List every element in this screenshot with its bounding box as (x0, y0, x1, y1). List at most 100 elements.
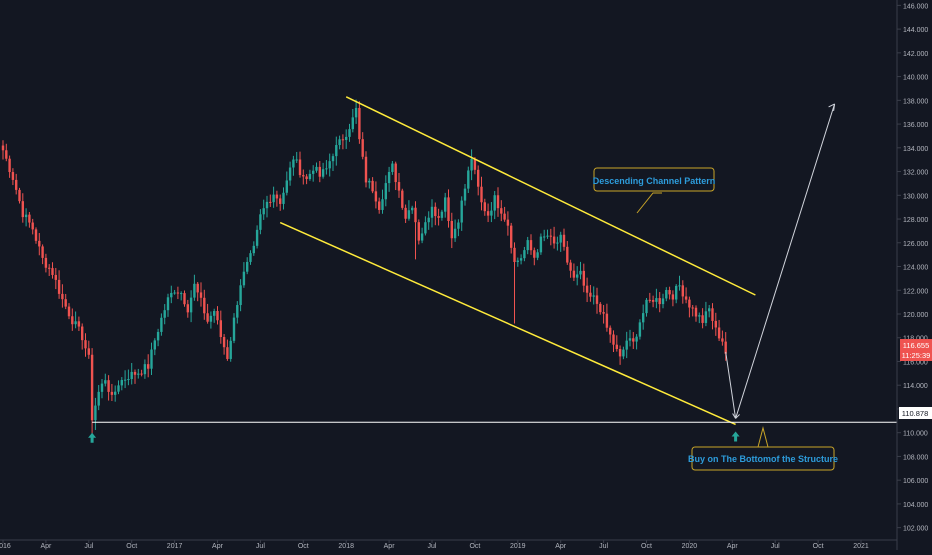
candle-body (437, 216, 440, 218)
candle-body (94, 405, 97, 421)
candle-body (684, 296, 688, 300)
candle-body (338, 139, 341, 146)
candle-body (226, 347, 229, 359)
y-tick-label: 120.000 (903, 312, 928, 319)
candle-body (609, 327, 612, 335)
candle-body (381, 199, 384, 210)
candle-body (130, 371, 133, 380)
y-tick-label: 134.000 (903, 146, 928, 153)
candle-body (321, 169, 325, 177)
candle-body (64, 299, 67, 307)
candle-body (279, 198, 282, 204)
y-tick-label: 116.000 (903, 359, 928, 366)
candle-body (364, 156, 368, 183)
candle-body (54, 274, 57, 280)
candle-body (328, 161, 331, 169)
x-tick-label: Jul (771, 543, 780, 550)
candle-body (645, 299, 648, 314)
x-tick-label: Jul (599, 543, 608, 550)
candle-body (173, 292, 176, 294)
candle-body (28, 214, 31, 223)
candle-body (123, 379, 127, 381)
candle-body (543, 236, 546, 238)
candle-body (427, 217, 430, 223)
candle-body (104, 380, 107, 384)
x-tick-label: 2020 (682, 543, 698, 550)
y-tick-label: 114.000 (903, 383, 928, 390)
candle-body (8, 158, 11, 173)
candle-body (651, 300, 655, 302)
candle-body (467, 170, 470, 189)
y-tick-label: 136.000 (903, 122, 928, 129)
x-tick-label: Jul (84, 543, 93, 550)
candle-body (513, 247, 516, 262)
candle-body (97, 391, 100, 406)
candle-body (404, 207, 407, 219)
x-tick-label: 2018 (338, 543, 354, 550)
candle-body (90, 354, 94, 421)
candle-body (417, 222, 420, 241)
x-axis[interactable]: 2016 Apr Jul Oct 2017 Apr Jul Oct 2018 Apr Jul Oct 2… (0, 540, 869, 550)
candle-body (183, 293, 186, 305)
candle-body (599, 303, 602, 313)
candle-body (519, 258, 523, 261)
candle-body (269, 201, 272, 203)
candle-body (536, 252, 539, 258)
candle-body (711, 308, 714, 321)
candle-body (61, 293, 64, 300)
candle-body (618, 349, 622, 357)
x-tick-label: Apr (40, 543, 52, 550)
candle-body (262, 208, 265, 215)
candle-body (635, 336, 638, 342)
candle-body (473, 158, 477, 170)
candle-body (506, 219, 510, 226)
candle-body (576, 274, 579, 278)
candle-body (203, 297, 206, 314)
candle-body (170, 292, 173, 298)
y-axis[interactable]: 146.000 144.000 142.000 140.000 138.000 136.0… (897, 3, 928, 533)
support-tag-bg (899, 407, 932, 419)
candle-body (592, 295, 595, 297)
candle-body (288, 167, 292, 181)
candle-body (559, 234, 562, 243)
candle-body (335, 145, 338, 157)
candle-body (714, 320, 717, 328)
candle-body (691, 307, 694, 309)
y-tick-label: 110.000 (903, 431, 928, 438)
candle-body (566, 246, 569, 263)
candle-body (694, 307, 698, 317)
candle-body (285, 180, 288, 193)
candle-body (424, 222, 427, 234)
candle-body (510, 225, 513, 248)
buy-callout[interactable]: Buy on The Bottomof the Structure (688, 426, 838, 471)
candle-body (655, 298, 658, 302)
x-tick-label: Jul (428, 543, 437, 550)
candle-body (460, 200, 463, 223)
candle-body (704, 311, 708, 323)
candle-body (34, 229, 38, 241)
candle-body (457, 222, 460, 229)
y-tick-label: 142.000 (903, 51, 928, 58)
channel-callout[interactable]: Descending Channel Pattern (593, 167, 716, 214)
candle-body (67, 306, 71, 317)
candle-body (272, 194, 275, 203)
candle-body (100, 383, 104, 392)
candle-body (589, 292, 592, 297)
candle-body (493, 195, 496, 211)
candle-body (38, 240, 41, 247)
buy-callout-pointer (757, 426, 769, 448)
y-tick-label: 146.000 (903, 3, 928, 10)
y-tick-label: 124.000 (903, 265, 928, 272)
candle-body (648, 299, 651, 301)
y-tick-label: 130.000 (903, 193, 928, 200)
candle-body (384, 183, 387, 200)
y-tick-label: 126.000 (903, 241, 928, 248)
x-tick-label: 2016 (0, 543, 11, 550)
candle-body (186, 304, 189, 313)
channel-lower-line (279, 221, 736, 426)
candle-body (153, 340, 156, 350)
candle-body (150, 349, 153, 369)
candle-body (265, 201, 269, 209)
